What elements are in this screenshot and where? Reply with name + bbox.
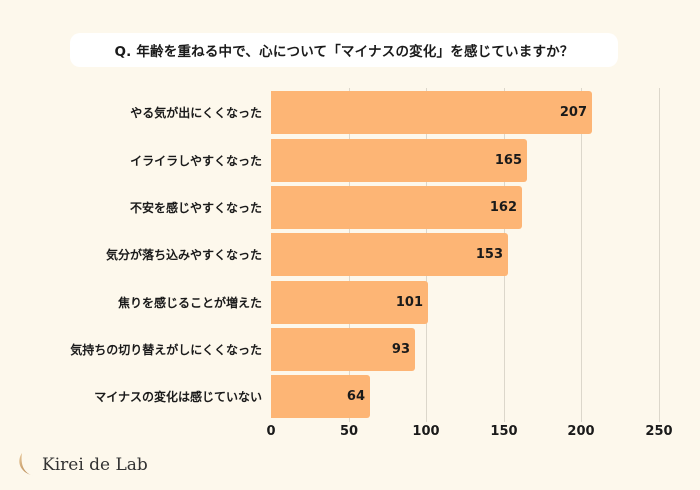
bar: 165 bbox=[271, 139, 527, 182]
crescent-logo-icon bbox=[19, 453, 34, 476]
x-axis-tick: 50 bbox=[339, 424, 359, 439]
bar-value-label: 165 bbox=[494, 153, 522, 168]
x-axis-tick: 150 bbox=[490, 424, 518, 439]
bar: 101 bbox=[271, 281, 428, 324]
x-axis-tick: 100 bbox=[412, 424, 440, 439]
x-axis-tick: 250 bbox=[645, 424, 673, 439]
category-label: マイナスの変化は感じていない bbox=[94, 390, 262, 404]
category-label: 焦りを感じることが増えた bbox=[117, 296, 262, 310]
gridline bbox=[581, 88, 582, 422]
brand-name: Kirei de Lab bbox=[42, 455, 148, 475]
gridline bbox=[659, 88, 660, 422]
category-label: イライラしやすくなった bbox=[130, 154, 262, 168]
bar-value-label: 101 bbox=[395, 295, 423, 310]
category-label: 不安を感じやすくなった bbox=[129, 201, 262, 215]
category-label: 気持ちの切り替えがしにくくなった bbox=[70, 343, 262, 357]
bar: 64 bbox=[271, 375, 370, 418]
bar-value-label: 207 bbox=[559, 105, 587, 120]
bar: 93 bbox=[271, 328, 415, 371]
chart-title-text: Q. 年齢を重ねる中で、心について「マイナスの変化」を感じていますか？ bbox=[114, 44, 574, 60]
x-axis-tick: 0 bbox=[266, 424, 276, 439]
brand-logo: Kirei de Lab bbox=[16, 452, 148, 478]
category-label: 気分が落ち込みやすくなった bbox=[105, 248, 262, 262]
x-axis-tick: 200 bbox=[567, 424, 595, 439]
bar-value-label: 153 bbox=[475, 247, 503, 262]
bar-value-label: 93 bbox=[391, 342, 410, 357]
bar: 207 bbox=[271, 91, 592, 134]
bar: 153 bbox=[271, 233, 508, 276]
bar: 162 bbox=[271, 186, 522, 229]
chart-title: Q. 年齢を重ねる中で、心について「マイナスの変化」を感じていますか？ bbox=[70, 33, 618, 67]
category-label: やる気が出にくくなった bbox=[130, 106, 262, 120]
bar-value-label: 64 bbox=[346, 389, 365, 404]
bar-value-label: 162 bbox=[489, 200, 517, 215]
